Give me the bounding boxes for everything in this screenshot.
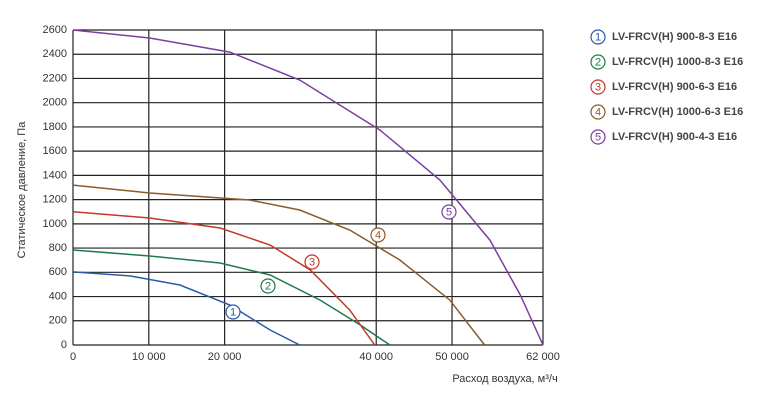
legend-circle	[590, 129, 606, 145]
series-line	[72, 29, 544, 346]
legend-label: LV-FRCV(H) 900-8-3 E16	[612, 31, 737, 43]
curve-marker: 3	[309, 256, 315, 268]
y-axis-label: Статическое давление, Па	[16, 121, 28, 259]
legend-marker: 4	[595, 106, 601, 118]
curve-marker: 4	[375, 229, 381, 241]
y-tick-label: 1800	[43, 121, 67, 133]
y-tick-label: 2000	[43, 97, 67, 109]
y-tick-label: 1400	[43, 169, 67, 181]
curve-marker-circle	[260, 278, 276, 294]
x-axis-label: Расход воздуха, м³/ч	[452, 373, 557, 385]
curve-marker-circle	[225, 304, 241, 320]
y-tick-label: 200	[49, 315, 67, 327]
legend-label: LV-FRCV(H) 1000-8-3 E16	[612, 56, 743, 68]
legend-label: LV-FRCV(H) 900-6-3 E16	[612, 81, 737, 93]
x-tick-label: 40 000	[359, 351, 393, 363]
y-tick-label: 2400	[43, 48, 67, 60]
legend-circle	[590, 79, 606, 95]
curve-marker-circle	[441, 204, 457, 220]
legend-circle	[590, 54, 606, 70]
legend-marker: 3	[595, 81, 601, 93]
x-tick-label: 50 000	[435, 351, 469, 363]
y-tick-label: 1600	[43, 145, 67, 157]
x-tick-label: 10 000	[132, 351, 166, 363]
series-line	[72, 184, 486, 346]
y-tick-label: 2200	[43, 72, 67, 84]
legend-marker: 5	[595, 131, 601, 143]
legend-label: LV-FRCV(H) 1000-6-3 E16	[612, 106, 743, 118]
curve-marker-circle	[370, 227, 386, 243]
curve-marker: 1	[230, 306, 236, 318]
legend-marker: 2	[595, 56, 601, 68]
y-tick-label: 1000	[43, 218, 67, 230]
legend-circle	[590, 29, 606, 45]
curve-marker-circle	[304, 254, 320, 270]
y-tick-label: 0	[61, 339, 67, 351]
x-tick-label: 62 000	[526, 351, 560, 363]
curve-marker: 2	[265, 280, 271, 292]
legend-label: LV-FRCV(H) 900-4-3 E16	[612, 131, 737, 143]
y-tick-label: 1200	[43, 194, 67, 206]
x-tick-label: 0	[70, 351, 76, 363]
series-line	[72, 210, 376, 346]
legend-circle	[590, 104, 606, 120]
y-tick-label: 600	[49, 266, 67, 278]
x-tick-label: 20 000	[208, 351, 242, 363]
y-tick-label: 800	[49, 242, 67, 254]
series-line	[72, 271, 301, 346]
y-tick-label: 2600	[43, 24, 67, 36]
series-line	[72, 249, 391, 346]
curve-marker: 5	[446, 206, 452, 218]
y-tick-label: 400	[49, 290, 67, 302]
legend-marker: 1	[595, 31, 601, 43]
